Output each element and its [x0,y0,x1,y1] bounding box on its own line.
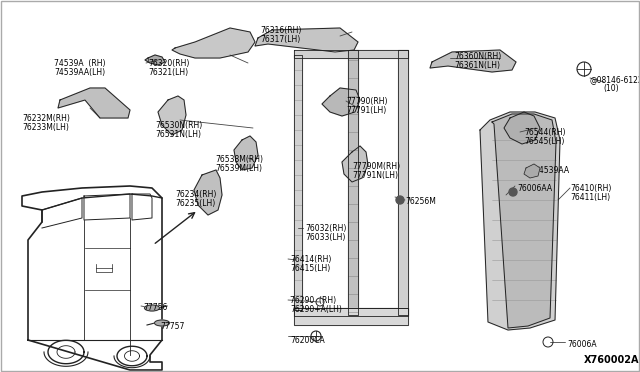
Polygon shape [58,88,130,118]
Polygon shape [294,55,302,310]
Text: 74539AA(LH): 74539AA(LH) [54,68,105,77]
Polygon shape [294,50,408,58]
Polygon shape [255,28,358,52]
Polygon shape [322,88,360,116]
Text: 76414(RH): 76414(RH) [290,255,332,264]
Text: 76033(LH): 76033(LH) [305,233,346,242]
Text: 76235(LH): 76235(LH) [175,199,215,208]
Text: 76006A: 76006A [567,340,596,349]
Text: (10): (10) [603,84,619,93]
Text: 76233M(LH): 76233M(LH) [22,123,69,132]
Polygon shape [524,164,540,178]
Text: 77790(RH): 77790(RH) [346,97,387,106]
Polygon shape [504,112,540,144]
Ellipse shape [154,320,170,326]
Text: 76032(RH): 76032(RH) [305,224,346,233]
Text: 76530N(RH): 76530N(RH) [155,121,202,130]
Text: 76317(LH): 76317(LH) [260,35,300,44]
Polygon shape [492,114,556,328]
Text: X760002A: X760002A [584,355,639,365]
Text: 76531N(LH): 76531N(LH) [155,130,201,139]
Text: 76544(RH): 76544(RH) [524,128,566,137]
Text: 76415(LH): 76415(LH) [290,264,330,273]
Text: 74539AA: 74539AA [534,166,569,175]
Polygon shape [348,50,358,315]
Polygon shape [398,50,408,315]
Ellipse shape [145,305,159,311]
Text: 74539A  (RH): 74539A (RH) [54,59,106,68]
Polygon shape [480,112,560,330]
Text: 76290  (RH): 76290 (RH) [290,296,336,305]
Text: 76539M(LH): 76539M(LH) [215,164,262,173]
Circle shape [509,188,517,196]
Text: 76006AA: 76006AA [517,184,552,193]
Circle shape [396,196,404,204]
Text: 76320(RH): 76320(RH) [148,59,189,68]
Text: 76361N(LH): 76361N(LH) [454,61,500,70]
Text: 76411(LH): 76411(LH) [570,193,610,202]
Text: 77756: 77756 [143,303,168,312]
Text: 76290+A(LH): 76290+A(LH) [290,305,342,314]
Polygon shape [294,308,408,325]
Text: 77791N(LH): 77791N(LH) [352,171,398,180]
Polygon shape [430,50,516,72]
Polygon shape [172,28,255,58]
Text: 76316(RH): 76316(RH) [260,26,301,35]
Text: 76410(RH): 76410(RH) [570,184,611,193]
Text: 76538M(RH): 76538M(RH) [215,155,263,164]
Polygon shape [145,55,165,65]
Polygon shape [342,146,368,182]
Text: 76256M: 76256M [405,197,436,206]
Text: @08146-6122H: @08146-6122H [590,75,640,84]
Polygon shape [194,170,222,215]
Text: 77757: 77757 [160,322,184,331]
Text: 77790M(RH): 77790M(RH) [352,162,400,171]
Polygon shape [158,96,186,135]
Text: 76545(LH): 76545(LH) [524,137,564,146]
Text: 76200CA: 76200CA [290,336,324,345]
Text: 76360N(RH): 76360N(RH) [454,52,501,61]
Text: 76234(RH): 76234(RH) [175,190,216,199]
Polygon shape [234,136,258,170]
Text: 76232M(RH): 76232M(RH) [22,114,70,123]
Polygon shape [294,308,408,316]
Text: 77791(LH): 77791(LH) [346,106,387,115]
Text: 76321(LH): 76321(LH) [148,68,188,77]
